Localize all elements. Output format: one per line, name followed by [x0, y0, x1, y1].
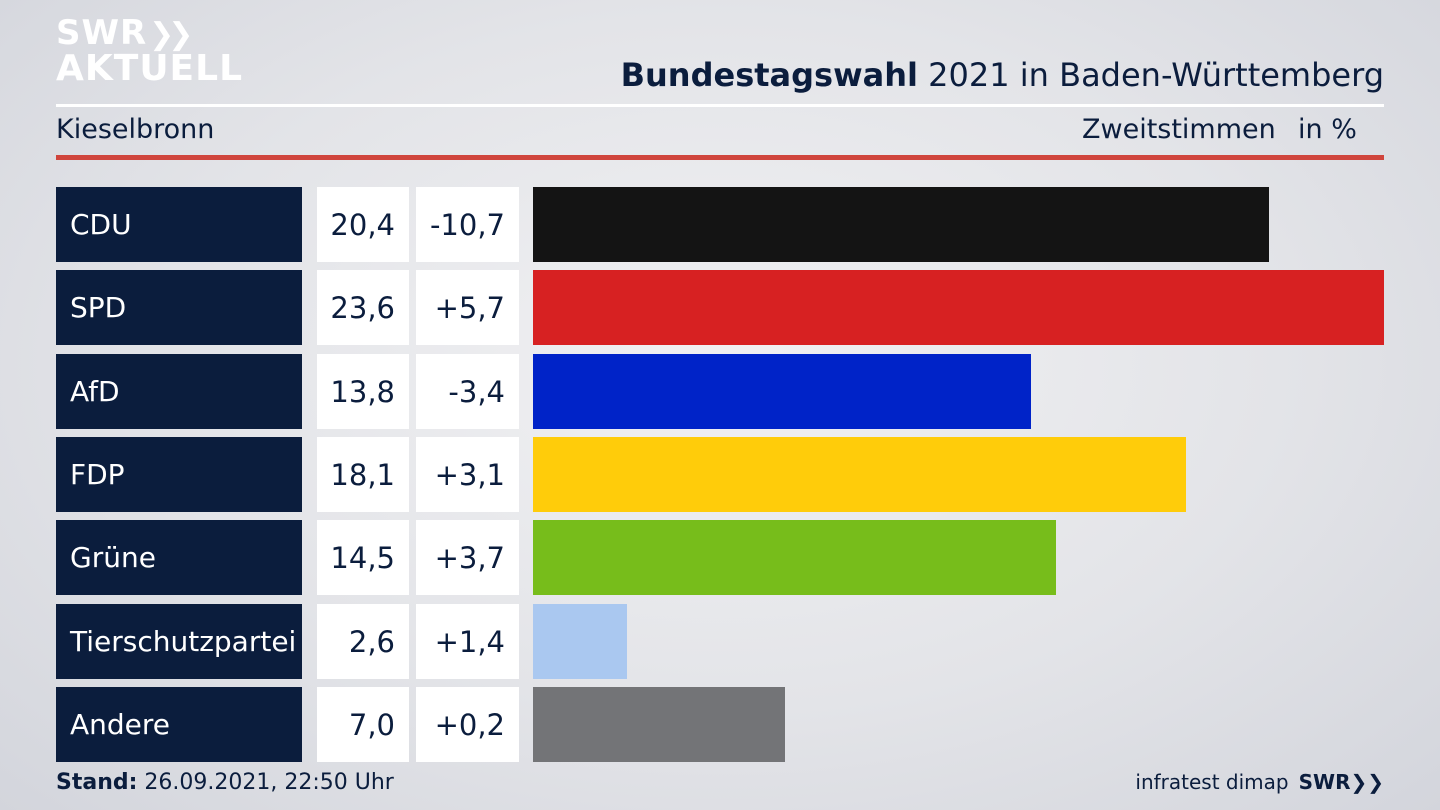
logo-line1: SWR: [56, 13, 148, 53]
source-label: infratest dimap: [1135, 770, 1289, 794]
bar: [533, 520, 1056, 595]
change-label: -10,7: [416, 187, 519, 262]
party-label: CDU: [56, 187, 302, 262]
party-label: Tierschutzpartei: [56, 604, 302, 679]
bar: [533, 187, 1269, 262]
chevron-right-icon: ❯❯: [149, 17, 193, 52]
value-label: 2,6: [317, 604, 409, 679]
divider: [56, 104, 1384, 107]
party-label: FDP: [56, 437, 302, 512]
bar: [533, 270, 1384, 345]
timestamp: Stand: 26.09.2021, 22:50 Uhr: [56, 770, 394, 795]
title-rest: 2021 in Baden-Württemberg: [917, 56, 1384, 94]
value-label: 20,4: [317, 187, 409, 262]
change-label: +3,1: [416, 437, 519, 512]
change-label: +3,7: [416, 520, 519, 595]
value-label: 13,8: [317, 354, 409, 429]
value-label: 7,0: [317, 687, 409, 762]
swr-brand: SWR❯❯: [1299, 770, 1384, 794]
change-label: +0,2: [416, 687, 519, 762]
value-label: 23,6: [317, 270, 409, 345]
change-label: +1,4: [416, 604, 519, 679]
unit-label: in %: [1298, 114, 1357, 145]
change-label: +5,7: [416, 270, 519, 345]
party-label: SPD: [56, 270, 302, 345]
bar: [533, 687, 785, 762]
party-label: Andere: [56, 687, 302, 762]
value-label: 18,1: [317, 437, 409, 512]
bar: [533, 604, 627, 679]
logo-line2: AKTUELL: [56, 48, 244, 89]
stand-value: 26.09.2021, 22:50 Uhr: [137, 770, 394, 795]
chart-title: Bundestagswahl 2021 in Baden-Württemberg: [621, 56, 1384, 94]
value-label: 14,5: [317, 520, 409, 595]
accent-divider: [56, 155, 1384, 160]
footer-credits: infratest dimap SWR❯❯: [1135, 770, 1384, 794]
title-bold: Bundestagswahl: [620, 56, 918, 94]
party-label: Grüne: [56, 520, 302, 595]
swr-aktuell-logo: SWR❯❯ AKTUELL: [56, 13, 244, 89]
change-label: -3,4: [416, 354, 519, 429]
stand-label: Stand:: [56, 770, 138, 795]
bar: [533, 437, 1186, 512]
brand-label: SWR: [1298, 770, 1351, 794]
bar: [533, 354, 1031, 429]
region-label: Kieselbronn: [56, 114, 215, 145]
metric-label: Zweitstimmen: [1082, 114, 1276, 145]
chevron-right-icon: ❯❯: [1350, 770, 1384, 794]
party-label: AfD: [56, 354, 302, 429]
